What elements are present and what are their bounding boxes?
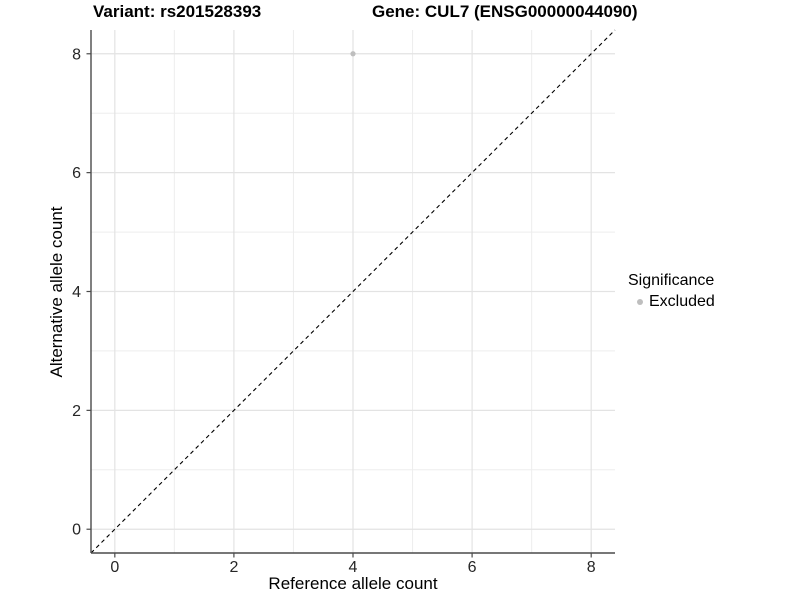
legend: Significance Excluded xyxy=(628,271,715,311)
y-tick-label: 6 xyxy=(72,165,81,182)
legend-point-swatch xyxy=(637,299,643,305)
legend-title: Significance xyxy=(628,272,715,289)
x-axis-label: Reference allele count xyxy=(268,574,438,593)
y-tick-label: 0 xyxy=(72,522,81,539)
x-tick-label: 4 xyxy=(349,559,358,576)
identity-reference-line xyxy=(90,29,616,554)
legend-item-excluded: Excluded xyxy=(628,293,715,311)
x-tick-label: 8 xyxy=(587,559,596,576)
x-tick-label: 0 xyxy=(110,559,119,576)
y-tick-label: 2 xyxy=(72,403,81,420)
data-point xyxy=(350,51,356,57)
y-tick-label: 8 xyxy=(72,46,81,63)
plot-title-gene: Gene: CUL7 (ENSG00000044090) xyxy=(372,2,638,21)
y-tick-label: 4 xyxy=(72,284,81,301)
legend-item-label: Excluded xyxy=(649,293,715,310)
y-axis-label: Alternative allele count xyxy=(47,206,66,378)
x-tick-label: 2 xyxy=(229,559,238,576)
plot-title-variant: Variant: rs201528393 xyxy=(93,2,262,21)
x-tick-label: 6 xyxy=(468,559,477,576)
